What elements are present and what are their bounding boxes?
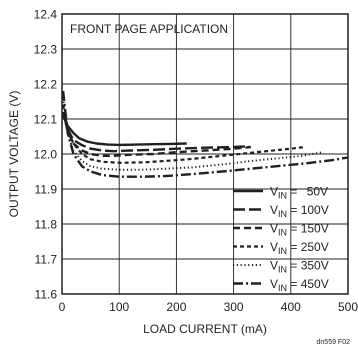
y-tick-label: 12.3	[34, 43, 58, 57]
legend-label: VIN = 450V	[270, 277, 329, 293]
legend: VIN = 50V VIN = 100V VIN = 150V VIN = 250V V…	[233, 185, 329, 293]
series-line-4	[62, 97, 323, 171]
y-tick-labels: 11.6 11.7 11.8 11.9 12.0 12.1 12.2 12.3 12.4	[34, 8, 58, 302]
y-tick-label: 12.1	[34, 113, 58, 127]
y-tick-label: 12.2	[34, 78, 58, 92]
series-line-5	[61, 90, 349, 178]
y-tick-label: 11.7	[35, 253, 58, 267]
legend-label: VIN = 50V	[270, 185, 328, 201]
legend-label: VIN = 350V	[270, 259, 329, 275]
series-line-1	[61, 111, 248, 153]
legend-label: VIN = 150V	[270, 222, 329, 238]
x-tick-labels: 0 100 200 300 400 500	[59, 300, 358, 314]
y-tick-label: 11.8	[35, 218, 58, 232]
series-line-3	[62, 104, 306, 164]
x-tick-label: 100	[109, 300, 129, 314]
y-tick-label: 12.4	[34, 8, 58, 22]
series-line-2	[61, 111, 251, 158]
x-tick-label: 200	[166, 300, 186, 314]
series-line-0	[62, 115, 187, 147]
x-tick-label: 500	[338, 300, 358, 314]
x-tick-label: 300	[224, 300, 244, 314]
y-tick-label: 12.0	[34, 148, 58, 162]
series-lines	[61, 90, 349, 178]
legend-label: VIN = 250V	[270, 240, 329, 256]
x-axis-label: LOAD CURRENT (mA)	[143, 322, 267, 336]
x-tick-label: 400	[281, 300, 301, 314]
plot-frame	[61, 13, 349, 295]
figure-id: dn559 F02	[317, 339, 351, 346]
y-tick-label: 11.6	[35, 288, 58, 302]
y-axis-label: OUTPUT VOLTAGE (V)	[7, 91, 21, 218]
chart-annotation: FRONT PAGE APPLICATION	[70, 22, 228, 36]
legend-label: VIN = 100V	[270, 203, 329, 219]
y-tick-label: 11.9	[35, 183, 58, 197]
x-tick-label: 0	[59, 300, 66, 314]
